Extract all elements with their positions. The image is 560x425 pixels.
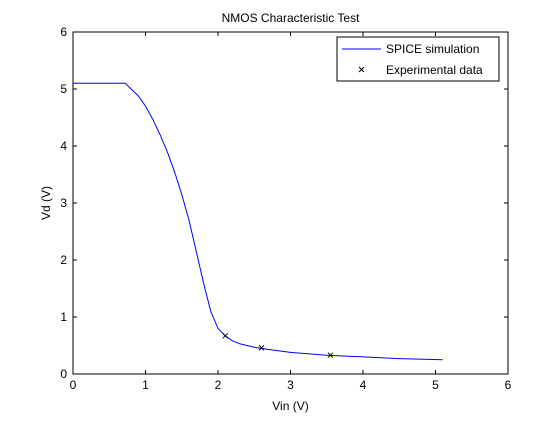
y-tick-label: 1 <box>60 310 67 324</box>
y-axis-label: Vd (V) <box>39 186 53 220</box>
y-tick-label: 4 <box>60 139 67 153</box>
data-point-experimental <box>222 332 229 339</box>
legend-x-marker <box>358 66 365 73</box>
legend: SPICE simulation Experimental data <box>336 36 500 82</box>
y-axis-ticks: 0 1 2 3 4 5 6 <box>60 25 508 381</box>
y-tick-label: 3 <box>60 196 67 210</box>
x-tick-label: 6 <box>505 378 512 392</box>
chart-title: NMOS Characteristic Test <box>222 11 360 25</box>
y-tick-label: 5 <box>60 82 67 96</box>
y-tick-label: 6 <box>60 25 67 39</box>
series-layer <box>73 82 443 361</box>
data-point-experimental <box>327 352 334 359</box>
x-tick-label: 4 <box>360 378 367 392</box>
series-line-simulation <box>73 82 443 361</box>
x-tick-label: 1 <box>142 378 149 392</box>
data-point-experimental <box>258 344 265 351</box>
x-tick-label: 0 <box>70 378 77 392</box>
legend-label-simulation: SPICE simulation <box>386 42 479 56</box>
legend-label-experimental: Experimental data <box>386 63 483 77</box>
y-tick-label: 0 <box>60 367 67 381</box>
x-tick-label: 5 <box>432 378 439 392</box>
x-axis-label: Vin (V) <box>272 399 308 413</box>
x-tick-label: 3 <box>287 378 294 392</box>
x-axis-ticks: 0 1 2 3 4 5 6 <box>70 32 512 392</box>
legend-box <box>336 36 500 82</box>
y-tick-label: 2 <box>60 253 67 267</box>
x-tick-label: 2 <box>215 378 222 392</box>
plot-area <box>72 31 509 375</box>
